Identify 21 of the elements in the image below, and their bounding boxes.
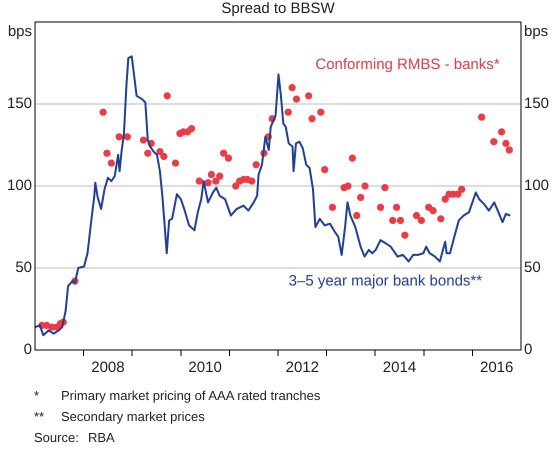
y-tick-label: 100 (6, 177, 32, 194)
y2-tick-label: 0 (524, 341, 532, 358)
y2-tick-label: 150 (524, 95, 550, 112)
y-tick-label: 50 (15, 259, 32, 276)
y2-tick-label: 100 (524, 177, 550, 194)
source-note: Source: RBA (34, 430, 115, 445)
y2-tick-label: 50 (524, 259, 541, 276)
series-label: 3–5 year major bank bonds** (288, 272, 482, 290)
y-axis-title: bps (8, 23, 32, 40)
x-tick-label: 2016 (480, 359, 514, 376)
x-tick-label: 2012 (286, 359, 319, 376)
y-tick-label: 0 (24, 341, 32, 358)
x-tick-label: 2010 (188, 359, 222, 376)
series-label: Conforming RMBS - banks* (315, 56, 500, 73)
text: * Primary market pricing of AAA rated tranches (34, 388, 320, 403)
text: ** Secondary market prices (34, 409, 205, 424)
y2-axis-title: bps (524, 23, 548, 40)
x-tick-label: 2014 (382, 359, 416, 376)
x-tick-label: 2008 (91, 359, 125, 376)
chart-title: Spread to BBSW (221, 0, 336, 18)
y-tick-label: 150 (6, 95, 32, 112)
